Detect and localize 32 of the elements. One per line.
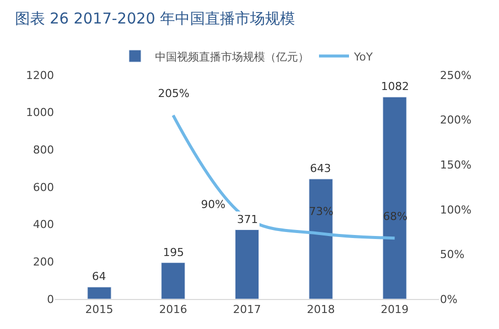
y2-tick-label: 250% [440, 68, 472, 82]
data-label: 195 [163, 246, 184, 259]
data-label: 205% [158, 87, 190, 100]
x-tick-label: 2016 [159, 303, 188, 316]
y-tick-label: 0 [47, 292, 54, 306]
y2-tick-label: 0% [440, 292, 458, 306]
legend-label: 中国视频直播市场规模（亿元） [155, 50, 309, 64]
y2-tick-label: 50% [440, 248, 464, 262]
data-label: 64 [92, 270, 106, 283]
bar [161, 262, 186, 299]
y-tick-label: 600 [33, 180, 54, 194]
y-tick-label: 1200 [26, 68, 54, 82]
x-tick-label: 2019 [380, 303, 409, 316]
data-label: 1082 [381, 80, 409, 93]
y-tick-label: 1000 [26, 106, 54, 120]
y-tick-label: 400 [33, 218, 54, 232]
legend-label: YoY [353, 50, 373, 64]
y-tick-label: 800 [33, 144, 54, 157]
y2-tick-label: 200% [440, 114, 472, 127]
chart-title: 图表 26 2017-2020 年中国直播市场规模 [14, 10, 296, 28]
y-tick-label: 200 [33, 256, 54, 269]
x-tick-label: 2015 [85, 303, 114, 316]
data-label: 643 [310, 162, 331, 175]
y2-tick-label: 100% [440, 203, 472, 216]
bar [87, 286, 112, 299]
bar [382, 96, 407, 299]
y2-tick-label: 150% [440, 158, 472, 172]
bar [234, 230, 260, 299]
x-tick-label: 2017 [233, 303, 261, 316]
x-tick-label: 2018 [306, 303, 335, 316]
data-label: 90% [201, 198, 226, 211]
bar [308, 178, 333, 299]
